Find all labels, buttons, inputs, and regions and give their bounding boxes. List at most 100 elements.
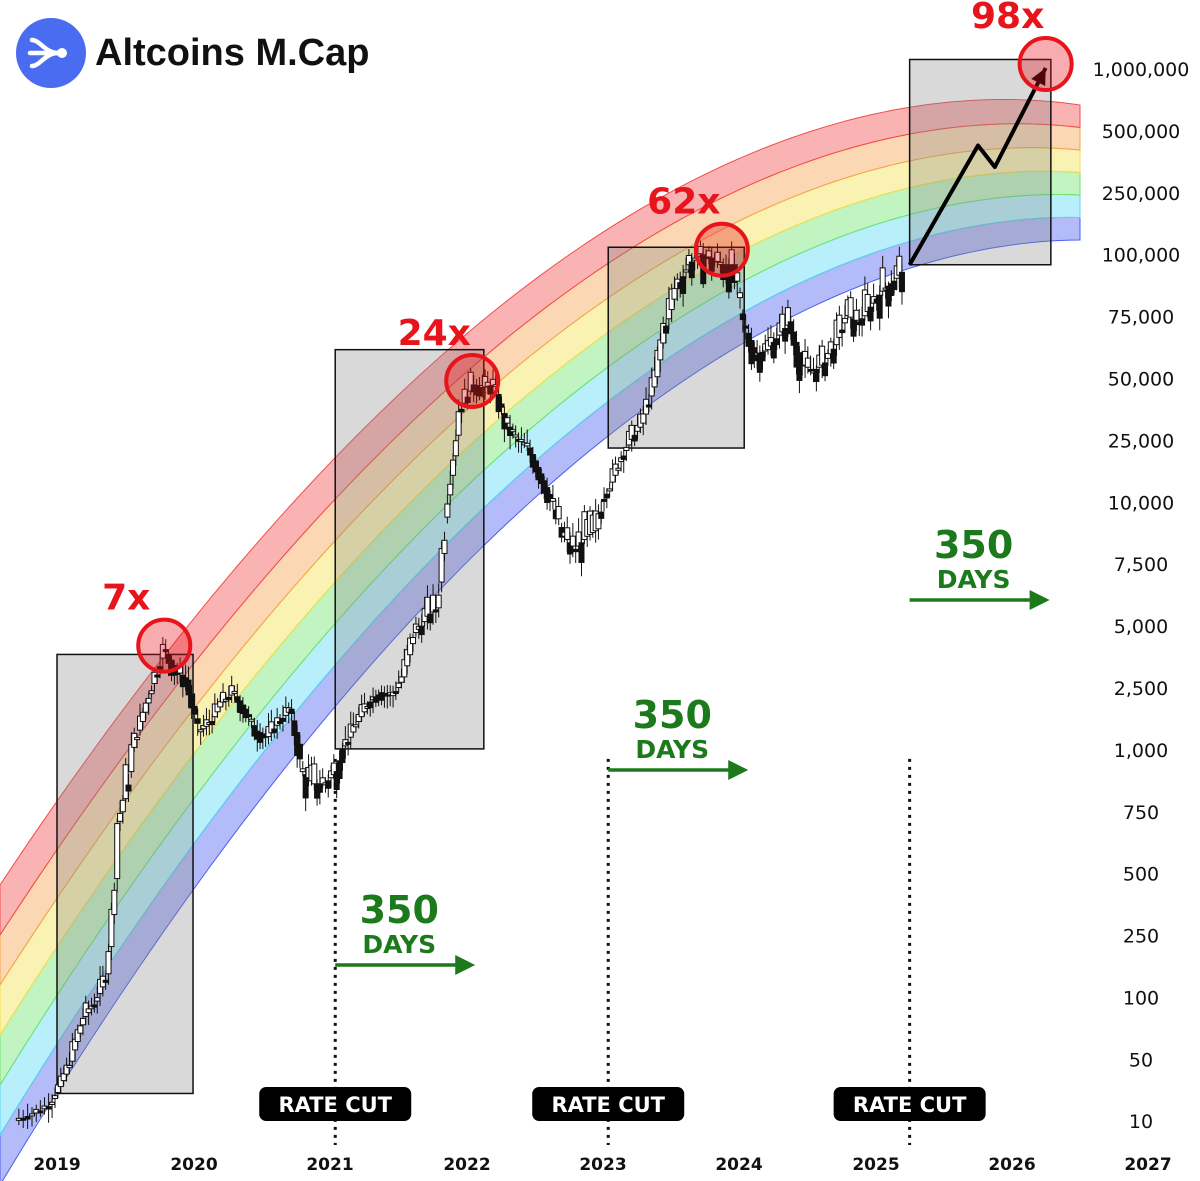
candle <box>352 724 359 728</box>
candle <box>142 702 149 713</box>
candle <box>524 442 531 447</box>
y-tick-label: 500 <box>1123 864 1159 886</box>
candle <box>296 743 303 760</box>
x-tick-label: 2026 <box>988 1155 1035 1175</box>
candle <box>148 690 155 695</box>
candle <box>606 488 613 492</box>
candle <box>336 760 343 779</box>
y-axis: 1,000,000 500,000 250,000 100,000 75,000 50,0… <box>1093 59 1190 1133</box>
candle <box>248 718 255 722</box>
candle <box>509 429 516 433</box>
x-tick-label: 2027 <box>1124 1155 1171 1175</box>
y-tick-label: 100,000 <box>1102 245 1181 267</box>
y-tick-label: 25,000 <box>1108 430 1174 452</box>
candle <box>271 728 278 734</box>
candle <box>245 714 252 718</box>
candle <box>311 763 318 785</box>
candle <box>299 768 306 773</box>
candle <box>742 325 749 329</box>
candle <box>841 317 848 324</box>
peak-circle <box>444 352 501 409</box>
candle <box>549 498 556 502</box>
candle <box>739 313 746 321</box>
y-tick-label: 5,000 <box>1114 616 1168 638</box>
candle <box>876 294 883 319</box>
candle <box>444 503 451 518</box>
candle <box>623 446 630 451</box>
candle <box>77 1025 84 1034</box>
candle <box>671 287 678 300</box>
candle <box>24 1116 31 1120</box>
candle <box>512 434 519 438</box>
candle <box>279 717 286 722</box>
y-tick-label: 50 <box>1129 1049 1153 1071</box>
days-arrowhead <box>728 760 749 780</box>
days-arrowhead <box>1029 590 1050 610</box>
candle <box>151 671 158 684</box>
candle <box>225 696 232 701</box>
x-tick-label: 2022 <box>443 1155 490 1175</box>
candle <box>392 691 399 695</box>
rate-cut-label: RATE CUT <box>551 1093 665 1117</box>
candle <box>105 951 112 975</box>
candle <box>209 721 216 726</box>
y-tick-label: 750 <box>1123 802 1159 824</box>
y-tick-label: 500,000 <box>1102 121 1181 143</box>
peak-multiplier: 24x <box>398 313 471 354</box>
peak-circle <box>693 221 750 278</box>
rate-cut-label: RATE CUT <box>853 1093 967 1117</box>
candle <box>154 674 161 678</box>
candle <box>615 467 622 471</box>
candle <box>836 314 843 338</box>
candle <box>461 388 468 404</box>
candle <box>410 637 417 645</box>
x-tick-label: 2023 <box>579 1155 626 1175</box>
projection-arrowhead <box>1031 68 1046 86</box>
projection-arrow <box>907 67 1048 266</box>
rate-cut-lines: RATE CUT RATE CUT RATE CUT <box>259 758 986 1145</box>
candle <box>134 737 141 741</box>
days-number: 350 <box>934 523 1013 567</box>
candle <box>395 682 402 688</box>
candle <box>822 362 829 377</box>
candle <box>427 613 434 624</box>
candle <box>839 329 846 334</box>
candle <box>645 404 652 408</box>
rate-cut-label: RATE CUT <box>278 1093 392 1117</box>
candle <box>117 812 124 822</box>
candle <box>37 1110 44 1114</box>
y-tick-label: 10,000 <box>1108 492 1174 514</box>
candle <box>441 539 448 554</box>
y-tick-label: 250,000 <box>1102 183 1181 205</box>
candle <box>813 368 820 383</box>
days-label: DAYS <box>635 735 709 764</box>
candle <box>759 351 766 362</box>
candle <box>94 997 101 1002</box>
candle <box>185 679 192 696</box>
candle <box>179 674 186 688</box>
candle <box>464 396 471 404</box>
candle <box>45 1106 52 1110</box>
peak-circle <box>136 617 193 674</box>
candle <box>424 596 431 617</box>
candle <box>119 799 126 813</box>
candle <box>102 979 109 983</box>
candle <box>830 348 837 364</box>
days-label: DAYS <box>937 565 1011 594</box>
candle <box>569 535 576 547</box>
candle <box>49 1101 56 1105</box>
y-tick-label: 2,500 <box>1114 678 1168 700</box>
rate-cut-badge <box>532 1087 685 1121</box>
candle <box>504 417 511 424</box>
candle <box>325 780 332 789</box>
y-tick-label: 250 <box>1123 926 1159 948</box>
candle <box>191 705 198 715</box>
chart-header: Altcoins M.Cap <box>16 18 369 88</box>
candle <box>79 1017 86 1026</box>
candle <box>435 594 442 609</box>
candle <box>498 403 505 408</box>
cycle-box <box>56 653 194 1095</box>
rainbow-band <box>0 99 1081 936</box>
candle <box>188 693 195 709</box>
y-tick-label: 1,000 <box>1114 740 1168 762</box>
